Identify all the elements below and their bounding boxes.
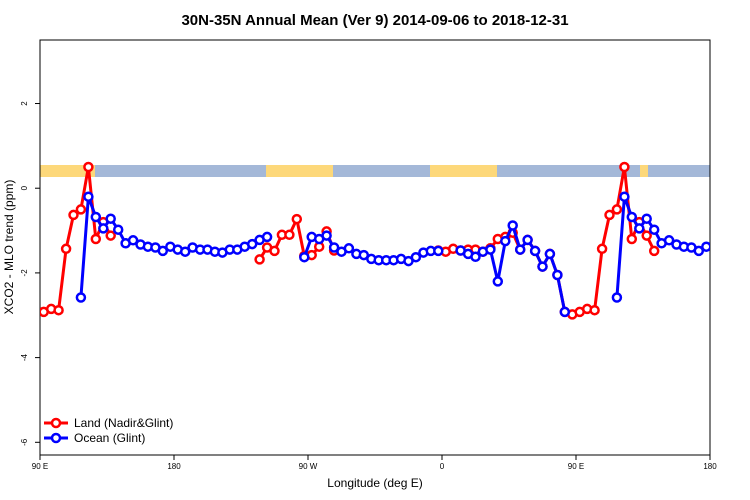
data-point xyxy=(98,223,109,234)
data-point xyxy=(544,248,556,260)
data-point xyxy=(105,213,116,224)
data-point xyxy=(641,230,652,241)
data-point xyxy=(179,246,191,257)
mask-ocean-band xyxy=(333,165,430,177)
x-tick-label: 90 E xyxy=(568,462,584,471)
mask-ocean-band xyxy=(497,165,640,177)
data-point xyxy=(269,245,280,257)
data-point xyxy=(246,238,258,250)
y-tick-label: -6 xyxy=(20,438,29,446)
data-point xyxy=(626,211,638,223)
data-point xyxy=(75,292,87,303)
data-point xyxy=(53,304,64,316)
data-point xyxy=(641,213,652,224)
data-point xyxy=(500,235,511,247)
data-point xyxy=(626,233,638,245)
data-point xyxy=(522,234,533,246)
data-point xyxy=(75,204,87,215)
legend-land-marker xyxy=(50,417,62,429)
x-tick-label: 180 xyxy=(703,462,717,471)
data-point xyxy=(284,229,295,241)
data-point xyxy=(157,245,169,257)
data-point xyxy=(559,306,571,318)
data-point xyxy=(321,230,332,241)
data-point xyxy=(648,245,660,257)
y-tick-label: -2 xyxy=(20,269,29,277)
y-tick-label: 0 xyxy=(20,185,29,190)
data-point xyxy=(112,224,124,235)
series-ocean xyxy=(75,191,710,318)
data-point xyxy=(552,269,563,281)
data-point xyxy=(596,243,608,255)
data-point xyxy=(648,224,660,235)
y-axis-ticks: 2 0 -2 -4 -6 xyxy=(20,101,40,446)
data-point xyxy=(634,223,645,234)
y-axis-label: XCO2 - MLO trend (ppm) xyxy=(2,180,16,315)
mask-ocean-band xyxy=(648,165,710,177)
x-tick-label: 90 W xyxy=(299,462,318,471)
data-point xyxy=(343,243,355,254)
x-tick-label: 90 E xyxy=(32,462,48,471)
data-point xyxy=(589,304,600,316)
data-point xyxy=(410,251,422,263)
data-point xyxy=(68,209,79,221)
chart-title: 30N-35N Annual Mean (Ver 9) 2014-09-06 t… xyxy=(181,12,568,29)
data-point xyxy=(127,235,139,246)
data-point xyxy=(83,161,94,173)
x-axis-label: Longitude (deg E) xyxy=(327,476,422,490)
data-point xyxy=(261,231,273,243)
x-tick-label: 180 xyxy=(167,462,181,471)
data-point xyxy=(611,204,623,215)
data-point xyxy=(514,244,526,255)
data-point xyxy=(693,245,705,257)
legend: Land (Nadir&Glint) Ocean (Glint) xyxy=(44,416,173,445)
data-point xyxy=(60,243,72,255)
data-point xyxy=(433,245,444,257)
data-point xyxy=(105,230,116,241)
x-axis-ticks: 90 E 180 90 W 0 90 E 180 xyxy=(32,455,717,471)
x-tick-label: 0 xyxy=(440,462,445,471)
land-ocean-mask xyxy=(40,165,710,177)
data-point xyxy=(619,161,630,173)
data-point xyxy=(291,213,303,225)
data-point xyxy=(299,251,310,263)
data-point xyxy=(507,220,518,231)
data-point xyxy=(529,245,541,257)
legend-land-label: Land (Nadir&Glint) xyxy=(74,416,173,430)
data-point xyxy=(90,233,102,245)
data-point xyxy=(328,242,340,253)
legend-ocean-marker xyxy=(50,432,62,444)
data-point xyxy=(611,292,623,303)
data-point xyxy=(492,276,504,287)
y-tick-label: -4 xyxy=(20,354,29,362)
y-tick-label: 2 xyxy=(20,101,29,106)
data-point xyxy=(604,209,615,221)
mask-ocean-band xyxy=(95,165,266,177)
data-point xyxy=(619,191,630,202)
series-layer xyxy=(40,161,710,320)
legend-ocean-label: Ocean (Glint) xyxy=(74,431,145,445)
data-point xyxy=(470,251,481,263)
data-point xyxy=(537,261,548,272)
data-point xyxy=(83,191,94,202)
data-point xyxy=(701,241,710,252)
series-line xyxy=(459,224,567,313)
data-point xyxy=(663,235,675,246)
data-point xyxy=(485,244,496,255)
data-point xyxy=(254,254,265,265)
data-point xyxy=(90,211,102,223)
